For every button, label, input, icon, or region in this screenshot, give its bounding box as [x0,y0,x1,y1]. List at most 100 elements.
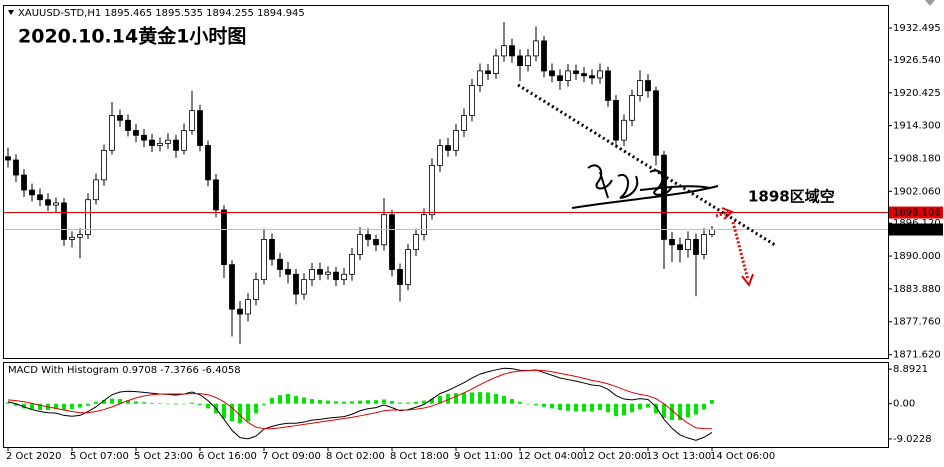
macd-line [7,369,713,430]
histogram-bar [454,393,458,404]
y-tick-label: 1883.880 [893,284,941,295]
candle-body [333,271,339,281]
candle-body [421,214,427,235]
histogram-bar [150,402,154,404]
histogram-bar [318,399,322,404]
histogram-bar [310,399,314,404]
candle-body [669,239,675,246]
candle-body [253,279,259,300]
y-tick-label: 1871.620 [893,350,941,361]
histogram-bar [254,403,258,414]
histogram-bar [342,401,346,404]
x-tick-label: 7 Oct 09:00 [262,451,321,462]
candle-body [437,145,443,166]
candle-body [357,234,363,255]
candle-body [469,85,475,116]
x-tick-label: 9 Oct 11:00 [454,451,513,462]
y-tick-label: 1877.760 [893,317,941,328]
signature [571,164,719,209]
candle-body [365,234,371,240]
candle-body [157,142,163,146]
histogram-bar [646,403,650,408]
candle-body [221,209,227,266]
candle-body [701,234,707,255]
candle-body [301,279,307,295]
corner-arrow [925,0,935,6]
histogram-bar [38,403,42,410]
histogram-bar [662,403,666,418]
candle-body [181,130,187,151]
candle-body [173,139,179,151]
symbol-header: XAUUSD-STD,H1 1895.465 1895.535 1894.255… [18,8,305,19]
last-price-label: 1894.945 [893,225,941,236]
candle-body [149,139,155,146]
histogram-bar [550,403,554,409]
candle-body [429,164,435,216]
histogram-bar [702,403,706,410]
candle-body [77,234,83,238]
x-tick-label: 5 Oct 23:00 [134,451,193,462]
histogram-bar [406,402,410,404]
histogram-bar [438,395,442,404]
candle-body [613,100,619,141]
histogram-bar [118,399,122,404]
candle-body [605,70,611,101]
last-price-tag [889,223,943,236]
histogram-bar [286,393,290,404]
histogram-bar [278,395,282,404]
histogram-bar [478,392,482,404]
candle-body [413,234,419,251]
candle-body [549,70,555,77]
histogram-bar [670,403,674,421]
histogram-bar [230,403,234,422]
y-tick-label: 1890.000 [893,251,941,262]
candle-body [205,145,211,181]
histogram-bar [206,403,210,409]
histogram-bar [398,402,402,404]
histogram-bar [294,395,298,404]
arrow-down [731,221,750,281]
candle-body [461,115,467,131]
candle-body [533,40,539,57]
candle-body [573,70,579,75]
histogram-bar [518,401,522,404]
chart-heading: 2020.10.14黄金1小时图 [18,25,246,48]
candle-body [133,130,139,136]
histogram-bar [94,401,98,404]
candle-body [445,145,451,151]
histogram-bar [486,392,490,404]
histogram-bar [470,392,474,404]
histogram-bar [686,403,690,418]
histogram-bar [78,403,82,408]
candle-body [349,254,355,275]
histogram-bar [558,403,562,410]
histogram-bar [238,403,242,424]
y-tick-label: 1920.425 [893,88,941,99]
price-frame [3,5,889,359]
candle-body [229,264,235,310]
histogram-bar [86,403,90,406]
histogram-bar [302,397,306,404]
candle-body [45,199,51,206]
histogram-bar [246,403,250,422]
histogram-bar [366,400,370,404]
histogram-bar [630,403,634,413]
candle-body [397,269,403,285]
candle-body [317,269,323,275]
candle-body [93,179,99,201]
candle-body [245,299,251,315]
candle-body [453,130,459,151]
candle-body [29,189,35,196]
histogram-bar [126,400,130,404]
candle-body [709,229,715,235]
histogram-bar [598,403,602,410]
histogram-bar [142,402,146,404]
y-tick-label: 8.8921 [893,364,928,375]
histogram-bar [14,403,18,406]
histogram-bar [374,400,378,404]
candle-body [341,273,347,281]
candle-body [525,55,531,66]
candle-body [141,134,147,141]
histogram-bar [510,399,514,404]
histogram-bar [502,395,506,404]
